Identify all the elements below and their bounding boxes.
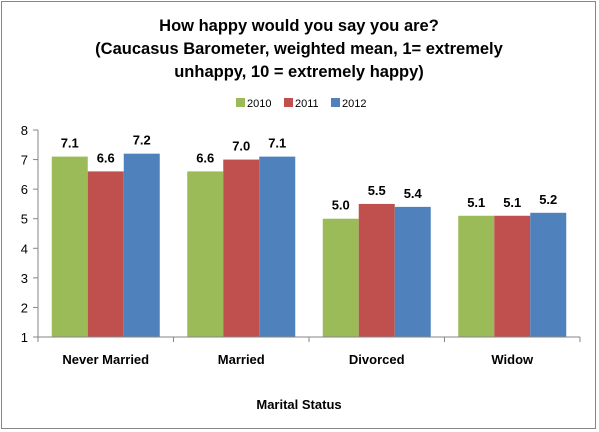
data-label: 5.5 [368,183,386,198]
data-label: 5.0 [332,198,350,213]
legend-swatch-2012 [331,98,340,107]
data-label: 7.0 [232,139,250,154]
chart-title-line-2: (Caucasus Barometer, weighted mean, 1= e… [95,40,503,58]
legend-label-2011: 2011 [295,98,319,110]
x-axis: Never Married Married Divorced Widow [37,336,581,367]
bar [51,156,88,337]
bar [87,171,124,337]
x-category-label: Never Married [62,352,149,367]
y-tick-label: 3 [21,271,28,286]
bar [394,206,431,337]
data-label: 6.6 [196,150,214,165]
legend-label-2012: 2012 [342,98,366,110]
chart-title-line-3: unhappy, 10 = extremely happy) [174,63,424,81]
data-label: 5.1 [503,195,521,210]
x-axis-title: Marital Status [256,397,341,412]
data-labels: 7.1 6.6 7.2 6.6 7.0 7.1 5.0 5.5 5.4 5.1 5.1 5.2 [61,133,558,213]
bar [223,159,260,337]
y-tick-label: 5 [21,212,28,227]
data-label: 5.2 [539,192,557,207]
chart-title-line-1: How happy would you say you are? [159,17,439,35]
bar [123,153,160,337]
x-category-label: Widow [491,352,534,367]
y-tick-label: 6 [21,182,28,197]
data-label: 5.4 [404,186,423,201]
bars [51,153,567,337]
y-axis: 1 2 3 4 5 6 7 8 [21,123,39,345]
y-tick-label: 2 [21,300,28,315]
x-category-label: Married [218,352,265,367]
bar [322,218,359,337]
data-label: 6.6 [97,150,115,165]
bar [530,212,567,337]
y-tick-label: 4 [21,241,28,256]
x-category-label: Divorced [349,352,405,367]
legend: 2010 2011 2012 [236,98,366,110]
bar [494,215,531,337]
legend-swatch-2011 [284,98,293,107]
bar [259,156,296,337]
legend-swatch-2010 [236,98,245,107]
legend-label-2010: 2010 [247,98,271,110]
data-label: 7.1 [61,136,79,151]
y-tick-label: 7 [21,153,28,168]
data-label: 5.1 [467,195,485,210]
data-label: 7.1 [268,136,286,151]
y-tick-label: 8 [21,123,28,138]
bar [458,215,495,337]
y-tick-label: 1 [21,330,28,345]
bar [187,171,224,337]
data-label: 7.2 [133,133,151,148]
bar [358,203,395,337]
